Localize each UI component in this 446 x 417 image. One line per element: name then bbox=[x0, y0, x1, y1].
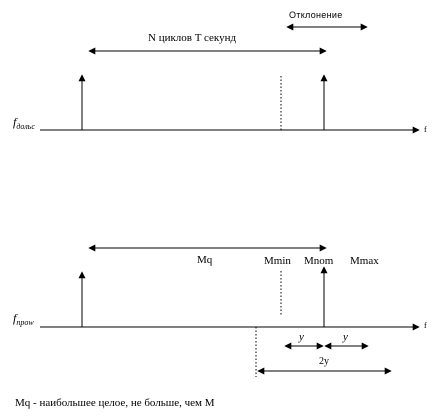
y-right-label: y bbox=[343, 331, 348, 343]
top-axis-name: fдольс bbox=[13, 116, 35, 131]
y-left-label: y bbox=[299, 331, 304, 343]
bottom-axis-name: fnpow bbox=[13, 312, 34, 327]
two-y-label: 2y bbox=[319, 356, 329, 367]
bottom-axis-name-main: f bbox=[13, 311, 17, 325]
footnote: Mq - наибольшее целое, не больше, чем M bbox=[15, 397, 215, 409]
mq-label: Mq bbox=[197, 254, 213, 266]
cycles-label: N циклов T секунд bbox=[148, 32, 237, 44]
mmax-label: Mmax bbox=[350, 255, 379, 267]
mmin-label: Mmin bbox=[264, 255, 291, 267]
top-axis-name-sub: дольс bbox=[16, 122, 35, 131]
bottom-axis-label: f bbox=[424, 321, 427, 330]
top-axis-label: f bbox=[424, 125, 427, 134]
bottom-axis-name-sub: npow bbox=[16, 318, 34, 327]
deviation-label: Отклонение bbox=[289, 10, 343, 20]
top-axis-name-main: f bbox=[13, 115, 17, 129]
mnom-label: Mnom bbox=[304, 255, 334, 267]
